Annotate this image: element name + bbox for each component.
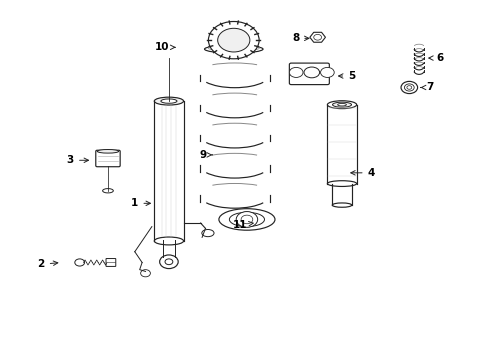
Circle shape [313, 35, 321, 40]
Text: 7: 7 [420, 82, 432, 93]
FancyBboxPatch shape [289, 63, 329, 85]
Text: 4: 4 [350, 168, 374, 178]
Ellipse shape [202, 229, 214, 237]
Ellipse shape [332, 102, 351, 107]
Circle shape [217, 28, 249, 52]
Circle shape [236, 212, 257, 227]
Ellipse shape [159, 255, 178, 269]
Ellipse shape [229, 212, 264, 226]
Ellipse shape [219, 209, 274, 230]
Ellipse shape [337, 103, 346, 106]
Ellipse shape [331, 203, 351, 207]
Ellipse shape [164, 259, 172, 265]
Ellipse shape [327, 181, 356, 186]
Circle shape [141, 270, 150, 277]
Ellipse shape [161, 99, 177, 103]
Text: 3: 3 [67, 155, 88, 165]
Circle shape [208, 22, 259, 59]
FancyBboxPatch shape [96, 150, 120, 167]
Ellipse shape [208, 45, 259, 51]
Text: 8: 8 [291, 33, 308, 43]
Ellipse shape [102, 189, 113, 193]
Ellipse shape [204, 45, 263, 53]
Circle shape [241, 215, 252, 224]
Ellipse shape [154, 237, 183, 245]
Text: 1: 1 [131, 198, 150, 208]
Ellipse shape [97, 149, 119, 153]
FancyBboxPatch shape [106, 258, 116, 266]
Circle shape [320, 67, 333, 77]
Text: 5: 5 [338, 71, 355, 81]
Text: 11: 11 [232, 220, 253, 230]
Circle shape [400, 81, 417, 94]
Text: 6: 6 [428, 53, 442, 63]
Circle shape [289, 67, 303, 77]
Circle shape [75, 259, 84, 266]
Ellipse shape [327, 101, 356, 109]
Circle shape [406, 86, 411, 89]
Circle shape [404, 84, 413, 91]
Text: 9: 9 [199, 150, 212, 160]
Ellipse shape [304, 67, 319, 78]
Ellipse shape [154, 97, 183, 105]
Text: 2: 2 [38, 259, 58, 269]
Text: 10: 10 [154, 42, 175, 52]
